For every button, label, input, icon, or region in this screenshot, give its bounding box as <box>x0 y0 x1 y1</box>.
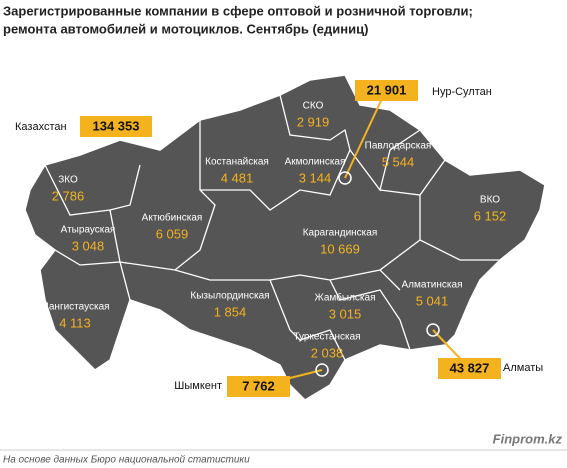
region-name: ЗКО <box>58 175 78 186</box>
city-name: Алматы <box>503 362 543 374</box>
city-box <box>227 376 290 397</box>
city-dot <box>315 363 329 377</box>
leader <box>344 89 387 179</box>
country-shape <box>24 74 546 401</box>
city-name: Нур-Султан <box>432 86 492 98</box>
brand: Finprom.kz <box>493 431 563 446</box>
region-value: 5 544 <box>382 154 415 169</box>
region-value: 6 152 <box>474 208 507 223</box>
region-name: Атырауская <box>61 225 116 236</box>
region-borders <box>44 94 500 361</box>
region-value: 2 919 <box>297 114 330 129</box>
region-name: Жамбылская <box>315 292 376 304</box>
region-value: 5 041 <box>416 293 449 308</box>
region-name: Мангистауская <box>40 302 109 313</box>
total-value: 134 353 <box>93 118 140 133</box>
city-name: Шымкент <box>174 380 222 392</box>
region-value: 3 048 <box>72 238 105 253</box>
region-name: Костанайская <box>205 157 269 168</box>
region-value: 3 144 <box>299 170 332 185</box>
city-box <box>355 80 418 101</box>
region-value: 1 854 <box>214 304 247 319</box>
region-name: Акмолинская <box>285 157 346 168</box>
region-value: 4 113 <box>59 315 91 330</box>
city-value: 21 901 <box>367 82 407 97</box>
city-value: 43 827 <box>450 360 490 375</box>
region-value: 2 786 <box>52 188 85 203</box>
city-value: 7 762 <box>242 378 275 393</box>
region-name: ВКО <box>480 195 500 206</box>
source: На основе данных Бюро национальной стати… <box>3 455 250 466</box>
region-name: Туркестанская <box>293 332 360 343</box>
total-label: Казахстан <box>15 121 67 133</box>
region-value: 2 038 <box>311 345 344 360</box>
city-box <box>438 358 501 379</box>
city-dot <box>426 323 440 337</box>
region-name: Алматинская <box>402 280 463 291</box>
region-name: Карагандинская <box>303 228 378 239</box>
city-dot <box>338 171 352 185</box>
title-line: Зарегистрированные компании в сфере опто… <box>3 3 473 18</box>
region-value: 3 015 <box>329 306 362 321</box>
region-name: Кызылординская <box>190 291 269 302</box>
region-value: 4 481 <box>221 170 254 185</box>
region-name: Актюбинская <box>142 212 203 224</box>
title-line: ремонта автомобилей и мотоциклов. Сентяб… <box>3 21 368 36</box>
region-value: 6 059 <box>156 226 189 241</box>
region-name: СКО <box>303 101 324 112</box>
region-name: Павлодарская <box>365 141 432 152</box>
region-value: 10 669 <box>320 241 360 256</box>
total-box <box>80 116 152 137</box>
